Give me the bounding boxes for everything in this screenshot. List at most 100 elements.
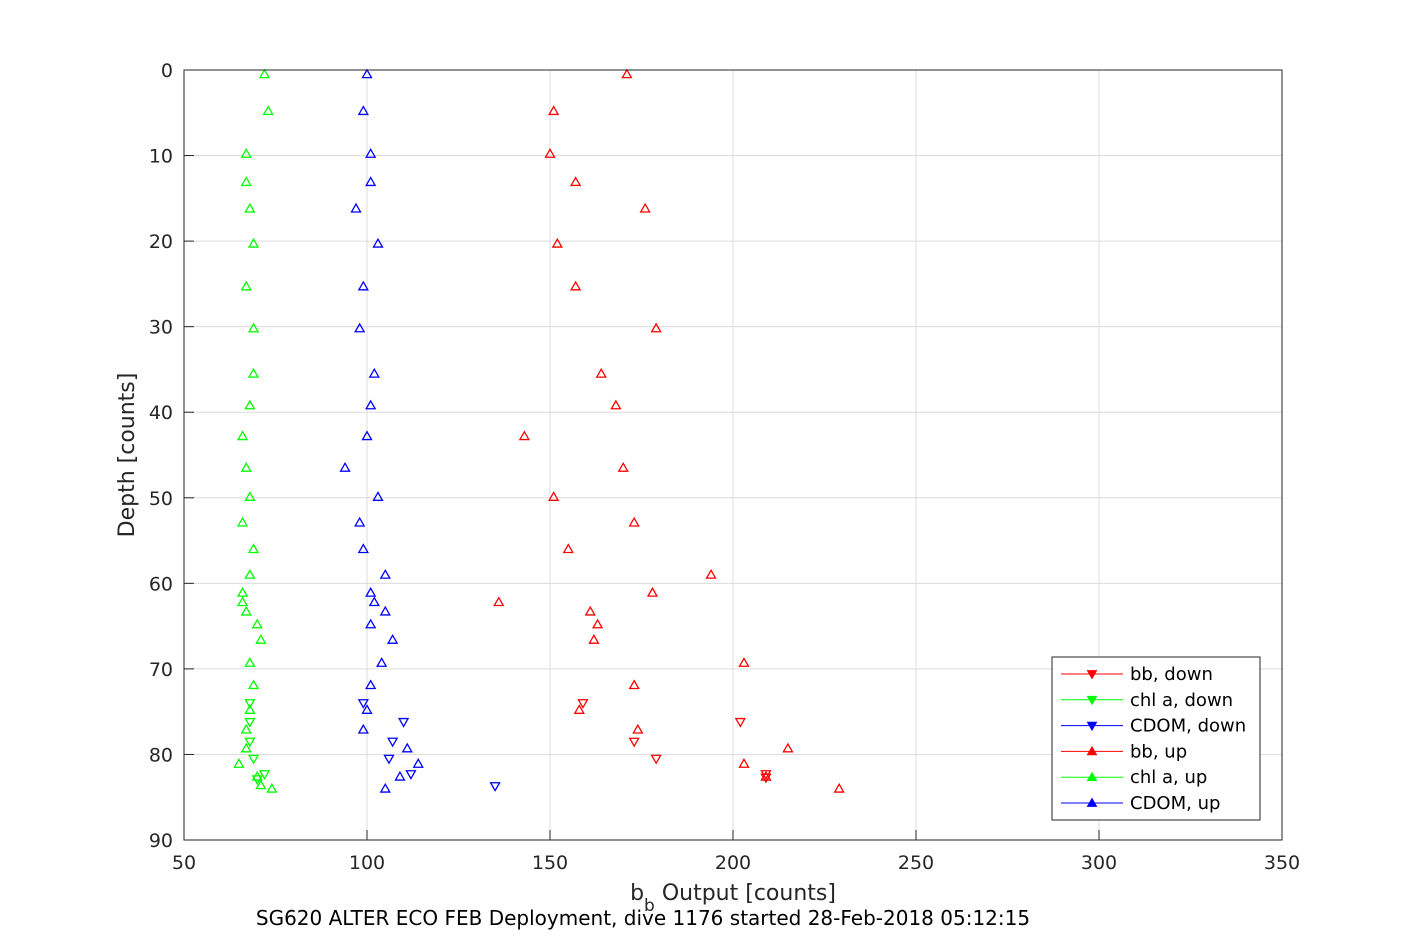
data-point: [251, 618, 263, 629]
data-point: [262, 105, 274, 116]
data-point: [361, 68, 373, 79]
data-point: [247, 367, 260, 378]
x-tick-label: 300: [1081, 852, 1117, 874]
data-point: [368, 596, 380, 607]
data-point: [569, 176, 582, 187]
data-point: [632, 723, 644, 734]
ticks: 50 100 150 200 250 300 350 0 10 20 30 40 50 60 70 80 90: [149, 60, 1300, 874]
data-point: [379, 782, 391, 793]
data-point: [386, 633, 399, 644]
data-point: [584, 605, 596, 616]
legend-label: chl a, up: [1130, 767, 1207, 788]
legend-marker: [1086, 771, 1098, 782]
data-point: [738, 758, 750, 768]
data-point: [562, 543, 574, 554]
data-point: [365, 176, 377, 187]
data-point: [240, 723, 252, 734]
data-point: [251, 770, 263, 781]
x-axis-label-rest: Output [counts]: [655, 881, 836, 906]
legend-marker: [1086, 721, 1098, 732]
legend: bb, down chl a, down CDOM, down bb, up chl a…: [1051, 656, 1261, 821]
data-point: [760, 770, 772, 781]
data-point: [595, 367, 607, 378]
x-tick-label: 250: [898, 852, 934, 874]
data-point: [628, 679, 640, 690]
data-point: [639, 202, 651, 213]
data-point: [405, 770, 417, 780]
data-point: [244, 717, 256, 728]
data-point: [372, 237, 384, 248]
data-point: [379, 605, 391, 616]
data-point: [354, 516, 366, 527]
data-point: [255, 779, 267, 790]
data-point: [255, 633, 267, 644]
data-point: [247, 754, 260, 765]
data-point: [551, 237, 563, 248]
data-point: [244, 491, 256, 501]
data-point: [247, 679, 260, 690]
data-point: [760, 773, 772, 784]
data-point: [240, 280, 252, 291]
data-point: [394, 770, 406, 781]
x-tick-label: 200: [715, 852, 751, 874]
data-point: [386, 737, 399, 748]
legend-label: CDOM, up: [1130, 793, 1220, 814]
data-point: [357, 699, 369, 709]
data-point: [244, 399, 256, 410]
data-point: [577, 699, 589, 709]
data-point: [357, 105, 369, 116]
data-point: [782, 742, 794, 753]
data-point: [266, 782, 278, 793]
data-point: [650, 754, 662, 765]
data-point: [244, 568, 256, 579]
legend-label: bb, down: [1130, 664, 1213, 685]
data-point: [236, 596, 249, 607]
data-point: [236, 516, 249, 527]
data-point: [412, 758, 424, 768]
data-point: [240, 148, 252, 158]
data-point: [379, 568, 391, 579]
y-tick-label: 10: [149, 146, 173, 168]
data-point: [236, 586, 249, 597]
series-3: [493, 68, 845, 793]
y-tick-label: 30: [149, 317, 173, 339]
series-1: [244, 699, 271, 786]
series-4: [233, 68, 278, 793]
x-tick-label: 350: [1264, 852, 1300, 874]
y-tick-label: 60: [149, 573, 173, 595]
legend-label: bb, up: [1130, 741, 1187, 762]
x-axis-label-main: b: [630, 881, 644, 906]
data-point: [518, 430, 531, 441]
data-point: [365, 679, 377, 690]
data-point: [610, 399, 622, 410]
data-point: [244, 202, 256, 213]
x-axis-label: bb Output [counts]: [630, 881, 836, 916]
legend-box: [1051, 656, 1261, 821]
data-point: [569, 280, 582, 291]
data-point: [240, 742, 252, 753]
data-point: [240, 605, 252, 616]
legend-label: CDOM, down: [1130, 716, 1246, 737]
data-point: [628, 516, 640, 527]
data-point: [628, 737, 640, 748]
data-point: [361, 704, 373, 714]
data-point: [258, 770, 271, 780]
data-point: [401, 742, 413, 753]
y-tick-label: 40: [149, 402, 173, 424]
legend-marker: [1086, 797, 1098, 807]
data-point: [240, 176, 252, 187]
legend-marker: [1086, 695, 1098, 706]
data-marks: [233, 68, 845, 793]
x-tick-label: 150: [532, 852, 568, 874]
data-point: [365, 586, 377, 597]
data-point: [591, 618, 604, 629]
data-point: [339, 462, 351, 472]
data-point: [365, 399, 377, 410]
data-point: [489, 782, 501, 792]
data-point: [357, 543, 369, 554]
data-point: [372, 491, 384, 501]
data-point: [244, 737, 256, 748]
data-point: [734, 717, 746, 728]
data-point: [705, 568, 717, 579]
